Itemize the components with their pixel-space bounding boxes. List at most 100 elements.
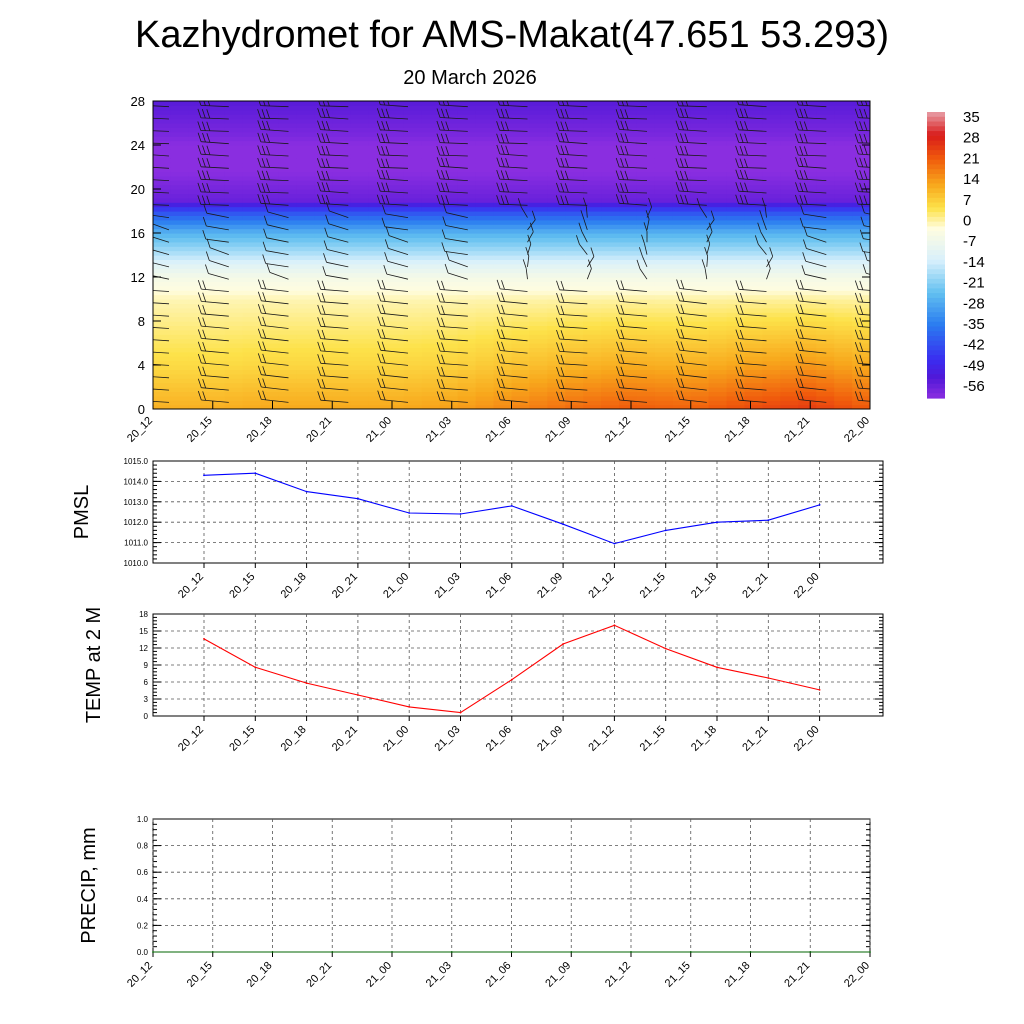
heatmap-cell (852, 303, 870, 309)
y-axis-label: TEMP at 2 M (83, 607, 105, 723)
heatmap-cell (780, 343, 799, 348)
heatmap-cell (511, 233, 531, 238)
wind-barb-flag (680, 304, 685, 314)
heatmap-cell (619, 250, 638, 256)
heatmap-cell (296, 202, 315, 208)
heatmap-cell (278, 237, 298, 243)
heatmap-cell (403, 263, 423, 269)
heatmap-cell (170, 228, 190, 234)
heatmap-cell (296, 303, 315, 309)
colorbar-swatch (927, 235, 945, 242)
heatmap-cell (475, 338, 495, 344)
heatmap-cell (708, 149, 728, 155)
y-tick-label: 3 (144, 695, 149, 704)
heatmap-cell (726, 321, 746, 326)
heatmap-cell (278, 233, 298, 238)
heatmap-cell (332, 281, 351, 287)
chart-title: Kazhydromet for AMS-Makat(47.651 53.293) (134, 14, 890, 56)
heatmap-cell (242, 343, 262, 348)
heatmap-cell (153, 162, 172, 168)
wind-barb-flag (675, 170, 680, 180)
heatmap-cell (296, 180, 315, 186)
heatmap-cell (654, 259, 674, 265)
heatmap-cell (601, 387, 620, 392)
colorbar-swatch (927, 383, 945, 390)
wind-barb-flag (143, 392, 146, 401)
heatmap-cell (153, 105, 172, 111)
heatmap-cell (636, 378, 656, 384)
wind-barb-flag (376, 158, 381, 168)
wind-barb-flag (202, 329, 207, 339)
wind-barb-shaft (153, 339, 170, 342)
heatmap-cell (780, 250, 799, 256)
heatmap-cell (457, 193, 477, 199)
heatmap-cell (672, 382, 692, 388)
wind-barb-flag (854, 182, 859, 192)
wind-barb-shaft (559, 338, 588, 342)
wind-barb-flag (436, 280, 441, 290)
wind-barb-flag (381, 133, 385, 143)
heatmap-cell (636, 294, 656, 300)
heatmap-cell (170, 153, 190, 159)
wind-barb-flag (436, 182, 441, 192)
heatmap-cell (583, 184, 602, 190)
x-tick-label: 21_00 (364, 960, 394, 990)
heatmap-cell (403, 268, 423, 274)
heatmap-cell (636, 123, 656, 128)
heatmap-cell (511, 123, 531, 128)
heatmap-cell (260, 149, 280, 155)
heatmap-cell (314, 215, 333, 221)
heatmap-cell (547, 189, 566, 194)
heatmap-cell (726, 167, 746, 172)
heatmap-cell (475, 395, 495, 401)
heatmap-cell (439, 180, 459, 186)
wind-barb-shaft (153, 236, 170, 243)
heatmap-cell (493, 373, 513, 379)
heatmap-cell (350, 378, 369, 384)
heatmap-cell (744, 162, 764, 168)
wind-barb-flag (262, 329, 267, 339)
heatmap-cell (170, 197, 190, 203)
heatmap-cell (170, 233, 190, 238)
heatmap-cell (260, 167, 280, 172)
heatmap-cell (780, 338, 799, 344)
heatmap-cell (619, 109, 638, 115)
wind-barb-flag (202, 317, 207, 327)
heatmap-cell (780, 347, 799, 353)
heatmap-cell (511, 343, 531, 348)
wind-barb-shaft (387, 260, 409, 268)
wind-barb-flag (202, 170, 206, 180)
heatmap-cell (475, 202, 495, 208)
heatmap-cell (493, 365, 513, 370)
heatmap-cell (601, 400, 620, 406)
heatmap-cell (726, 307, 746, 313)
heatmap-cell (654, 387, 674, 392)
heatmap-cell (350, 307, 369, 313)
heatmap-cell (583, 167, 602, 172)
heatmap-cell (834, 193, 853, 199)
heatmap-cell (834, 391, 853, 397)
heatmap-cell (708, 285, 728, 291)
wind-barb-flag (799, 182, 804, 192)
heatmap-cell (457, 219, 477, 225)
heatmap-cell (224, 250, 244, 256)
heatmap-cell (475, 158, 495, 164)
heatmap-cell (672, 373, 692, 379)
wind-barb-shaft (757, 244, 767, 255)
heatmap-cell (278, 369, 298, 375)
heatmap-cell (601, 197, 620, 203)
heatmap-cell (153, 303, 172, 309)
heatmap-cell (654, 325, 674, 331)
heatmap-cell (601, 281, 620, 287)
heatmap-cell (529, 206, 548, 212)
heatmap-cell (278, 290, 298, 296)
heatmap-cell (744, 171, 764, 177)
heatmap-cell (314, 153, 333, 159)
wind-barb-flag (556, 182, 560, 193)
heatmap-cell (816, 114, 835, 120)
wind-barb-shaft (153, 314, 170, 317)
heatmap-cell (421, 347, 441, 353)
wind-barb-shaft (738, 325, 767, 329)
heatmap-cell (421, 184, 441, 190)
heatmap-cell (457, 136, 477, 142)
